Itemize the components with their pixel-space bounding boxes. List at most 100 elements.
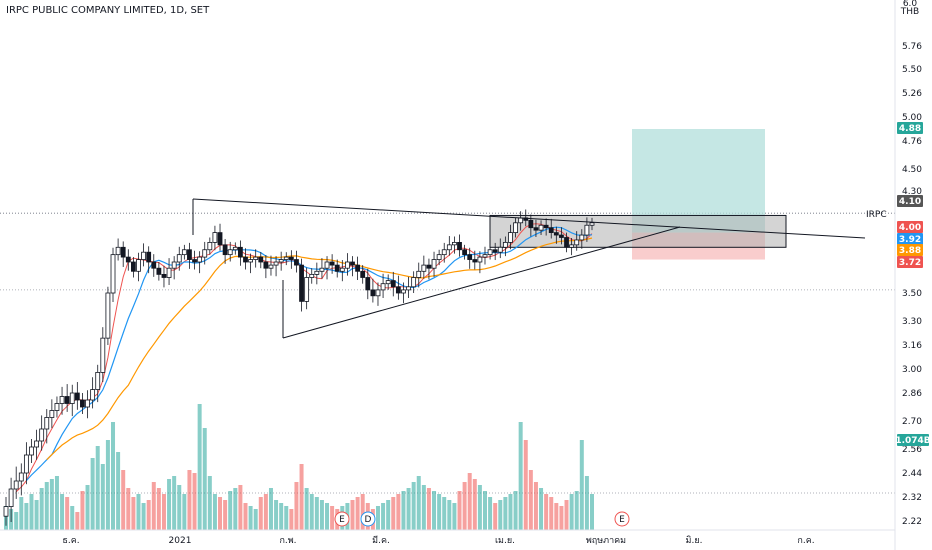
candle (299, 258, 304, 312)
candle-up (268, 264, 274, 269)
candle-down (370, 289, 376, 297)
candle-up (207, 241, 213, 251)
candle-up (110, 254, 116, 294)
y-tick-label: 4.76 (902, 137, 922, 147)
candle (34, 429, 39, 460)
ma-fast-red (15, 223, 593, 493)
candle (115, 238, 121, 261)
volume-bar (131, 497, 136, 530)
volume-bar (426, 488, 431, 530)
volume-bar (167, 479, 172, 530)
candle (538, 220, 544, 236)
candle-up (273, 261, 279, 266)
volume-bar (111, 422, 116, 530)
price-badge: 4.88 (897, 122, 923, 134)
candle-up (44, 417, 50, 430)
trend-lines (192, 198, 866, 339)
candle (100, 327, 106, 383)
candle (385, 274, 391, 290)
volume-bar (523, 440, 528, 530)
candle (171, 256, 177, 280)
candle-up (401, 289, 406, 294)
candle-up (100, 337, 106, 373)
volume-bar (528, 470, 533, 530)
candle-up (232, 246, 238, 251)
candle-up (181, 249, 187, 256)
candle (8, 477, 14, 522)
candle-up (90, 389, 96, 401)
candle-down (243, 256, 248, 263)
volume-bar (100, 464, 105, 530)
candle-up (411, 277, 417, 288)
candle-up (248, 259, 253, 263)
candle-down (299, 264, 304, 302)
candle (395, 275, 401, 300)
candle-up (202, 249, 208, 258)
candle (426, 258, 432, 280)
volume-bar (569, 494, 574, 530)
candle-up (105, 292, 111, 339)
candle (212, 225, 218, 251)
volume-bar (126, 488, 131, 530)
candle (324, 256, 330, 280)
price-badge: 3.88 (897, 244, 923, 256)
candle (263, 255, 269, 279)
candle (477, 251, 483, 274)
volume-bar (289, 509, 294, 530)
candle (80, 393, 85, 414)
volume-bar (355, 497, 360, 530)
candle-up (29, 446, 34, 456)
event-marker-d[interactable]: D (360, 511, 376, 527)
price-badge-bg (897, 233, 923, 245)
volume-bar (141, 503, 146, 530)
candle (54, 396, 60, 418)
trade-zones (489, 129, 787, 260)
event-marker-e[interactable]: E (614, 511, 630, 527)
volume-bar (274, 500, 279, 530)
event-marker-e[interactable]: E (334, 511, 350, 527)
candle (181, 244, 187, 260)
candle (406, 276, 411, 299)
candle (487, 244, 493, 260)
candle (350, 256, 355, 277)
candle-down (390, 280, 396, 288)
price-badge-text: 3.72 (899, 258, 921, 268)
candle-down (492, 249, 498, 253)
candle (243, 248, 248, 270)
candle (329, 254, 335, 274)
candle-down (258, 256, 264, 263)
volume-bar (177, 485, 182, 530)
candle (375, 282, 381, 306)
candle-up (69, 392, 75, 404)
candle-down (74, 392, 80, 401)
candle (29, 439, 34, 463)
candle (74, 382, 80, 410)
volume-bar (19, 497, 24, 530)
candle-down (64, 396, 70, 404)
y-tick-label: 2.22 (902, 517, 922, 527)
volume-bar (442, 497, 447, 530)
volume-bar (65, 497, 70, 530)
x-tick-label: 2021 (169, 536, 192, 546)
candle (569, 237, 575, 256)
event-circle (334, 511, 350, 527)
volume-bar (437, 494, 442, 530)
candles (3, 209, 595, 526)
event-circle (614, 511, 630, 527)
candle (125, 249, 131, 271)
candle-up (212, 232, 218, 243)
volume-bar (518, 422, 523, 530)
price-badge-bg (897, 256, 923, 268)
price-badge: 3.92 (897, 233, 923, 245)
candle (166, 258, 172, 285)
volume-bar (207, 476, 212, 530)
candle-down (553, 232, 559, 236)
volume-bar (457, 491, 462, 530)
candle (416, 262, 422, 288)
candle-down (559, 234, 564, 238)
y-tick-label: 2.44 (902, 469, 922, 479)
candle-down (426, 264, 432, 269)
volume-bar (197, 404, 202, 530)
